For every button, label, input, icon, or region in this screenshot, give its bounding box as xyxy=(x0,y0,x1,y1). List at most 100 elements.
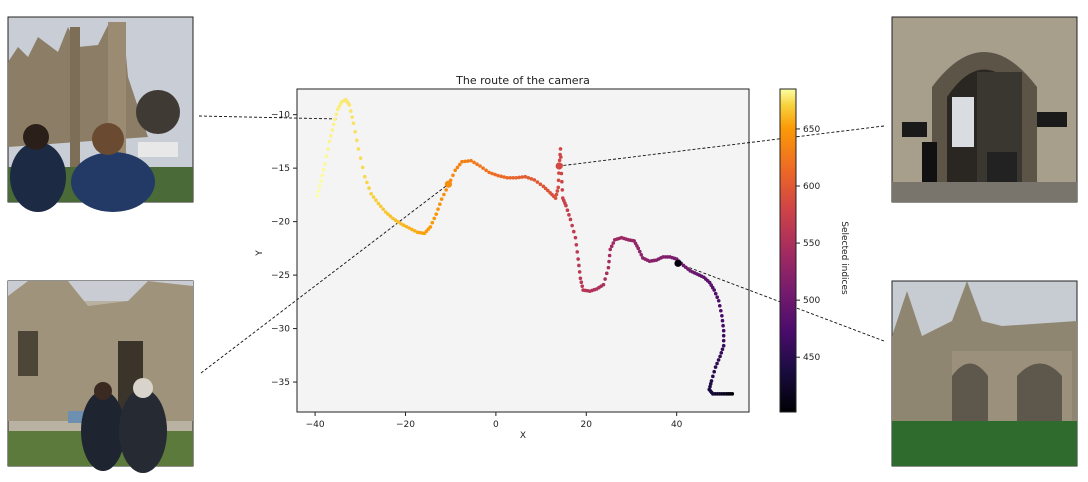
route-point xyxy=(490,171,494,176)
colorbar-tick-label: 550 xyxy=(803,239,820,249)
route-point xyxy=(321,167,326,172)
route-point xyxy=(529,177,534,181)
route-point xyxy=(565,208,570,213)
route-point xyxy=(466,159,470,163)
route-point xyxy=(469,158,473,163)
route-point xyxy=(331,122,336,127)
y-tick-label: −20 xyxy=(271,218,290,228)
route-point xyxy=(323,162,327,166)
route-point xyxy=(451,173,455,178)
route-point xyxy=(365,180,369,185)
route-point xyxy=(712,369,716,374)
route-point xyxy=(355,138,359,143)
chart-title: The route of the camera xyxy=(455,74,590,87)
photo-stone-building-walkers xyxy=(7,280,194,473)
route-point xyxy=(721,343,726,348)
route-point xyxy=(721,328,726,333)
route-point xyxy=(330,128,335,132)
route-point xyxy=(463,159,467,164)
x-tick-label: 20 xyxy=(581,420,593,430)
highlighted-point xyxy=(555,162,563,170)
route-point xyxy=(430,220,435,225)
route-point xyxy=(514,175,519,180)
route-point xyxy=(457,162,462,167)
x-tick-label: −40 xyxy=(306,420,325,430)
route-point xyxy=(363,174,367,179)
route-point xyxy=(567,213,571,217)
route-point xyxy=(484,168,488,173)
colorbar xyxy=(779,88,797,413)
route-point xyxy=(580,284,585,288)
route-point xyxy=(716,298,721,303)
route-point xyxy=(393,218,398,222)
route-point xyxy=(413,229,417,233)
route-point xyxy=(523,174,528,179)
route-point xyxy=(555,189,560,193)
photo-connector-line xyxy=(559,125,885,167)
route-point xyxy=(532,178,537,182)
route-point xyxy=(371,195,376,199)
route-point xyxy=(719,308,723,313)
route-point xyxy=(607,253,612,258)
route-point xyxy=(351,121,356,126)
route-point xyxy=(499,174,503,179)
route-point xyxy=(574,242,579,247)
route-point xyxy=(505,175,509,180)
highlighted-point xyxy=(674,259,682,267)
route-point xyxy=(327,139,332,144)
route-point xyxy=(560,179,564,184)
route-point xyxy=(428,225,433,229)
route-point xyxy=(557,158,562,163)
colorbar-tick-label: 500 xyxy=(803,296,820,306)
route-point xyxy=(369,192,373,196)
route-point xyxy=(535,180,540,184)
route-point xyxy=(637,249,642,254)
route-point xyxy=(455,165,460,170)
colorbar-label: Selected indices xyxy=(839,221,849,295)
route-point xyxy=(576,257,580,261)
route-point xyxy=(487,170,491,175)
route-point xyxy=(367,186,371,190)
route-point xyxy=(553,196,558,200)
route-point xyxy=(360,165,365,170)
route-point xyxy=(611,241,616,245)
route-point xyxy=(460,159,464,164)
route-point xyxy=(401,223,406,227)
route-point xyxy=(517,175,522,180)
route-point xyxy=(520,175,525,179)
route-point xyxy=(374,198,378,203)
photo-gatehouse-entrance xyxy=(891,16,1078,203)
x-tick-label: 40 xyxy=(671,420,683,430)
route-point xyxy=(350,115,354,119)
route-point xyxy=(404,224,409,229)
route-point xyxy=(315,194,320,198)
y-tick-label: −25 xyxy=(271,271,290,281)
route-point xyxy=(636,246,641,251)
route-point xyxy=(396,220,401,224)
route-point xyxy=(559,171,564,176)
route-point xyxy=(407,226,411,230)
route-point xyxy=(319,179,323,183)
route-point xyxy=(358,156,363,160)
route-point xyxy=(353,129,357,134)
route-point xyxy=(720,318,725,323)
photo-connector-line xyxy=(200,183,449,374)
route-point xyxy=(543,186,548,191)
x-tick-label: 0 xyxy=(493,420,499,430)
route-point xyxy=(334,112,339,117)
route-point xyxy=(493,172,497,177)
route-point xyxy=(558,147,563,151)
route-point xyxy=(554,192,559,197)
route-point xyxy=(609,244,614,249)
photo-connector-line xyxy=(198,115,337,120)
route-point xyxy=(317,184,322,188)
route-point xyxy=(442,192,446,197)
route-point xyxy=(434,212,439,216)
route-point xyxy=(607,259,611,264)
route-point xyxy=(432,216,437,221)
route-point xyxy=(713,291,718,296)
route-point xyxy=(324,154,329,159)
route-point xyxy=(320,173,325,178)
route-point xyxy=(333,117,337,122)
y-tick-label: −35 xyxy=(271,378,290,388)
